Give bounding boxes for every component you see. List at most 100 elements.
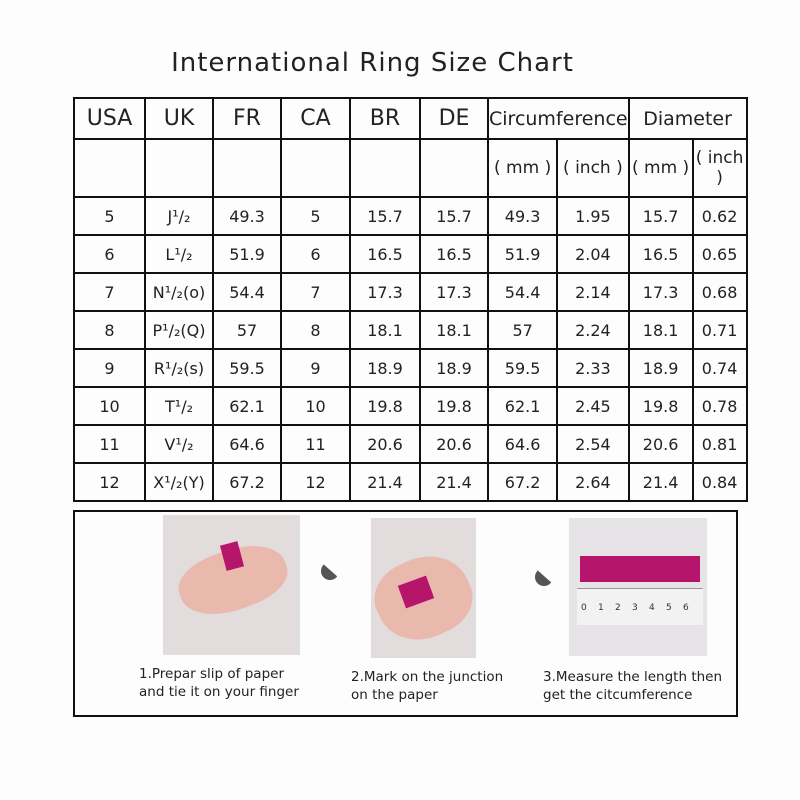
unit-row: ( mm )( inch )( mm )( inch )	[73, 138, 748, 198]
arrow-icon	[535, 568, 553, 600]
table-cell: 11	[280, 424, 351, 464]
table-cell: 0.81	[691, 424, 748, 464]
table-cell: 62.1	[486, 386, 559, 426]
table-cell: 51.9	[486, 234, 559, 274]
table-cell: 49.3	[212, 196, 282, 236]
table-row: 11 V¹/₂ 64.6 11 20.6 20.6 64.6 2.54 20.6 0.81	[73, 424, 748, 464]
chart-title: International Ring Size Chart	[171, 48, 574, 78]
table-cell: 16.5	[419, 234, 489, 274]
ruler: 0 1 2 3 4 5 6	[577, 588, 703, 625]
table-cell: 59.5	[212, 348, 282, 388]
caption-line: on the paper	[351, 687, 438, 703]
table-cell: 2.54	[556, 424, 630, 464]
table-cell: 20.6	[419, 424, 489, 464]
column-header: Circumference	[487, 97, 630, 140]
table-cell: J¹/₂	[144, 196, 214, 236]
table-cell: 0.84	[691, 462, 748, 502]
table-cell: 5	[73, 196, 146, 236]
table-cell: 21.4	[419, 462, 489, 502]
ruler-label: 2	[615, 603, 621, 613]
ruler-label: 4	[649, 603, 655, 613]
table-cell: 15.7	[627, 196, 694, 236]
table-cell: 57	[212, 310, 282, 350]
table-cell: 64.6	[486, 424, 559, 464]
table-cell: 5	[280, 196, 351, 236]
ruler-label: 3	[632, 603, 638, 613]
caption-line: 1.Prepar slip of paper	[139, 666, 284, 682]
ruler-label: 0	[581, 603, 587, 613]
table-cell: 19.8	[419, 386, 489, 426]
table-cell: V¹/₂	[144, 424, 214, 464]
ruler-label: 5	[666, 603, 672, 613]
column-header: UK	[144, 97, 214, 140]
table-cell: 67.2	[486, 462, 559, 502]
table-cell: 9	[280, 348, 351, 388]
table-cell: 15.7	[419, 196, 489, 236]
unit-header: ( inch )	[691, 138, 748, 198]
caption-line: and tie it on your finger	[139, 684, 299, 700]
unit-header: ( mm )	[627, 138, 694, 198]
table-cell: 18.9	[349, 348, 421, 388]
table-row: 6 L¹/₂ 51.9 6 16.5 16.5 51.9 2.04 16.5 0.65	[73, 234, 748, 274]
table-cell: 0.62	[691, 196, 748, 236]
unit-header	[144, 138, 214, 198]
table-cell: 18.1	[627, 310, 694, 350]
table-cell: 0.65	[691, 234, 748, 274]
table-cell: 59.5	[486, 348, 559, 388]
caption-line: 3.Measure the length then	[543, 669, 723, 685]
table-cell: 0.68	[691, 272, 748, 312]
table-row: 8 P¹/₂(Q) 57 8 18.1 18.1 57 2.24 18.1 0.71	[73, 310, 748, 350]
step2-caption: 2.Mark on the junction on the paper	[351, 668, 503, 704]
table-cell: 54.4	[486, 272, 559, 312]
table-cell: 2.33	[556, 348, 630, 388]
table-cell: T¹/₂	[144, 386, 214, 426]
table-cell: 49.3	[486, 196, 559, 236]
ruler-label: 6	[683, 603, 689, 613]
step3-photo: 0 1 2 3 4 5 6	[569, 518, 707, 656]
table-cell: 8	[280, 310, 351, 350]
unit-header	[73, 138, 146, 198]
table-cell: 62.1	[212, 386, 282, 426]
table-cell: 6	[73, 234, 146, 274]
column-header: Diameter	[627, 97, 748, 140]
column-header: DE	[419, 97, 489, 140]
table-cell: 11	[73, 424, 146, 464]
table-cell: 57	[486, 310, 559, 350]
table-cell: 17.3	[349, 272, 421, 312]
column-header: BR	[349, 97, 421, 140]
table-cell: 19.8	[627, 386, 694, 426]
table-cell: 20.6	[349, 424, 421, 464]
unit-header: ( mm )	[486, 138, 559, 198]
table-cell: 21.4	[627, 462, 694, 502]
table-row: 5 J¹/₂ 49.3 5 15.7 15.7 49.3 1.95 15.7 0.62	[73, 196, 748, 236]
table-cell: 2.04	[556, 234, 630, 274]
table-cell: 9	[73, 348, 146, 388]
table-cell: 64.6	[212, 424, 282, 464]
ruler-label: 1	[598, 603, 604, 613]
step3-caption: 3.Measure the length then get the citcum…	[543, 668, 722, 704]
table-cell: 18.1	[349, 310, 421, 350]
table-cell: N¹/₂(o)	[144, 272, 214, 312]
column-header: USA	[73, 97, 146, 140]
table-cell: 17.3	[419, 272, 489, 312]
table-cell: 8	[73, 310, 146, 350]
table-cell: 21.4	[349, 462, 421, 502]
table-cell: X¹/₂(Y)	[144, 462, 214, 502]
table-cell: 17.3	[627, 272, 694, 312]
header-row: USA UK FR CA BR DE Circumference Diameter	[73, 97, 748, 140]
table-cell: 10	[280, 386, 351, 426]
table-cell: 0.71	[691, 310, 748, 350]
unit-header	[280, 138, 351, 198]
table-row: 9 R¹/₂(s) 59.5 9 18.9 18.9 59.5 2.33 18.9 0.74	[73, 348, 748, 388]
table-cell: 10	[73, 386, 146, 426]
table-cell: R¹/₂(s)	[144, 348, 214, 388]
caption-line: get the citcumference	[543, 687, 693, 703]
instructions-panel: 0 1 2 3 4 5 6 1.Prepar slip of paper and tie i…	[73, 510, 738, 717]
arrow-icon	[321, 562, 339, 594]
table-cell: 18.9	[419, 348, 489, 388]
table-cell: 19.8	[349, 386, 421, 426]
table-cell: 2.45	[556, 386, 630, 426]
table-cell: L¹/₂	[144, 234, 214, 274]
table-cell: 67.2	[212, 462, 282, 502]
